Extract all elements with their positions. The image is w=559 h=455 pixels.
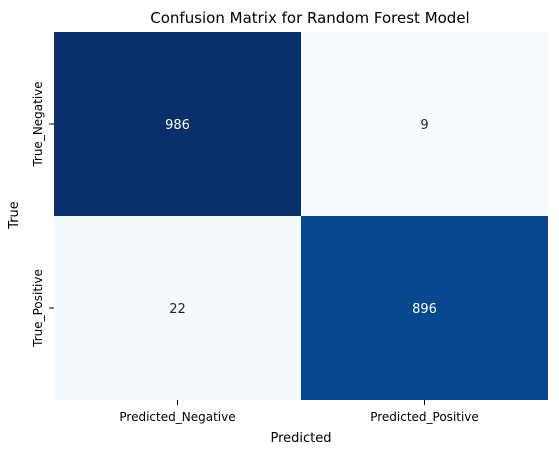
y-axis-label: True — [7, 201, 22, 230]
y-axis-ticks: True_Negative True_Positive — [31, 81, 54, 348]
y-tick-label: True_Negative — [31, 81, 45, 167]
heatmap-cell-labels: 986 9 22 896 — [165, 118, 437, 317]
cell-value-r0-c0: 986 — [165, 118, 190, 133]
heatmap-cell-r0-c0 — [54, 32, 301, 216]
heatmap-cell-r0-c1 — [301, 32, 548, 216]
y-tick-label: True_Positive — [31, 269, 45, 348]
x-tick-label: Predicted_Negative — [119, 410, 235, 424]
chart-title: Confusion Matrix for Random Forest Model — [150, 9, 469, 27]
cell-value-r1-c0: 22 — [169, 302, 186, 317]
x-axis-label: Predicted — [270, 431, 331, 446]
cell-value-r0-c1: 9 — [420, 118, 428, 133]
heatmap-cell-r1-c0 — [54, 216, 301, 400]
cell-value-r1-c1: 896 — [412, 302, 437, 317]
heatmap-cell-r1-c1 — [301, 216, 548, 400]
heatmap-cells — [54, 32, 548, 400]
x-axis-ticks: Predicted_Negative Predicted_Positive — [119, 400, 479, 424]
x-tick-label: Predicted_Positive — [370, 410, 479, 424]
